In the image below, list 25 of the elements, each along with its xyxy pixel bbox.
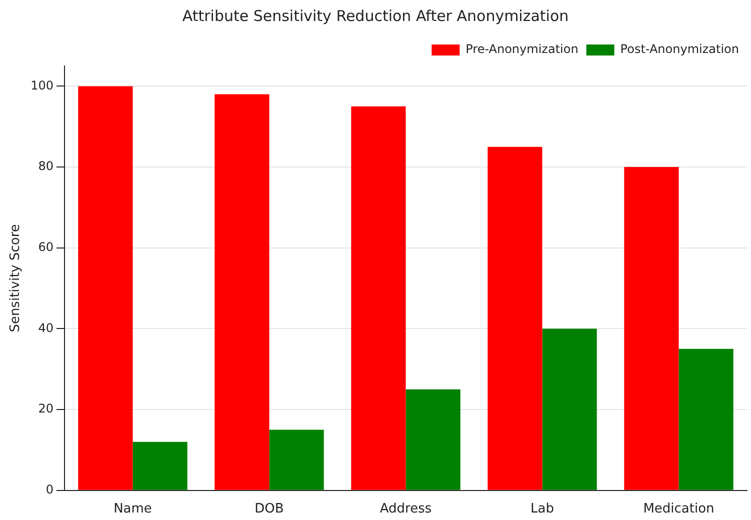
bar	[78, 86, 133, 490]
y-tick-label: 0	[46, 482, 54, 497]
bar	[542, 328, 597, 490]
x-tick-label: DOB	[254, 502, 284, 517]
y-tick-label: 60	[38, 240, 54, 254]
x-tick-label: Medication	[643, 502, 714, 517]
bar	[269, 430, 324, 490]
bar	[132, 442, 188, 490]
bar	[678, 348, 734, 490]
y-axis-title: Sensitivity Score	[8, 224, 24, 332]
x-tick-label: Lab	[530, 502, 554, 517]
x-tick-label: Address	[380, 502, 432, 517]
bar	[488, 146, 542, 490]
x-tick-label: Name	[114, 502, 152, 517]
bar	[351, 106, 406, 490]
y-tick-label: 20	[38, 402, 54, 416]
y-tick-label: 80	[38, 159, 54, 174]
bar	[406, 389, 460, 490]
bar	[624, 167, 679, 490]
y-tick-label: 100	[30, 78, 54, 92]
bar	[214, 94, 270, 490]
legend-label: Post-Anonymization	[620, 42, 740, 56]
legend-label: Pre-Anonymization	[466, 42, 578, 56]
y-tick-label: 40	[38, 320, 54, 335]
chart-title: Attribute Sensitivity Reduction After Anonymization	[182, 6, 569, 25]
